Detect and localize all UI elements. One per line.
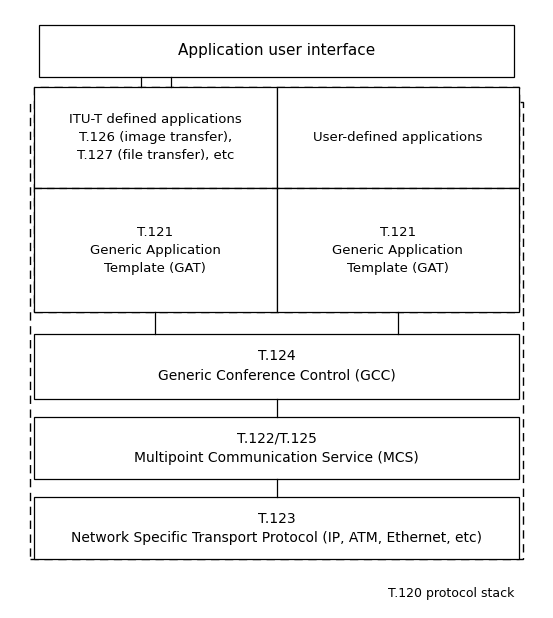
Text: T.121
Generic Application
Template (GAT): T.121 Generic Application Template (GAT) (332, 226, 463, 275)
Bar (34, 497, 519, 559)
Bar (34, 87, 276, 188)
Text: T.123
Network Specific Transport Protocol (IP, ATM, Ethernet, etc): T.123 Network Specific Transport Protoco… (71, 512, 482, 545)
Bar (34, 417, 519, 479)
Text: Application user interface: Application user interface (178, 43, 375, 59)
Bar (30, 102, 523, 559)
Text: ITU-T defined applications
T.126 (image transfer),
T.127 (file transfer), etc: ITU-T defined applications T.126 (image … (69, 113, 242, 162)
Bar (34, 188, 276, 312)
Text: User-defined applications: User-defined applications (313, 131, 482, 144)
Bar (276, 188, 519, 312)
Bar (39, 25, 514, 77)
Text: T.124
Generic Conference Control (GCC): T.124 Generic Conference Control (GCC) (158, 349, 395, 383)
Bar (34, 87, 519, 312)
Text: T.122/T.125
Multipoint Communication Service (MCS): T.122/T.125 Multipoint Communication Ser… (134, 431, 419, 465)
Bar (276, 87, 519, 188)
Text: T.121
Generic Application
Template (GAT): T.121 Generic Application Template (GAT) (90, 226, 221, 275)
Bar (34, 334, 519, 399)
Text: T.120 protocol stack: T.120 protocol stack (388, 586, 514, 600)
